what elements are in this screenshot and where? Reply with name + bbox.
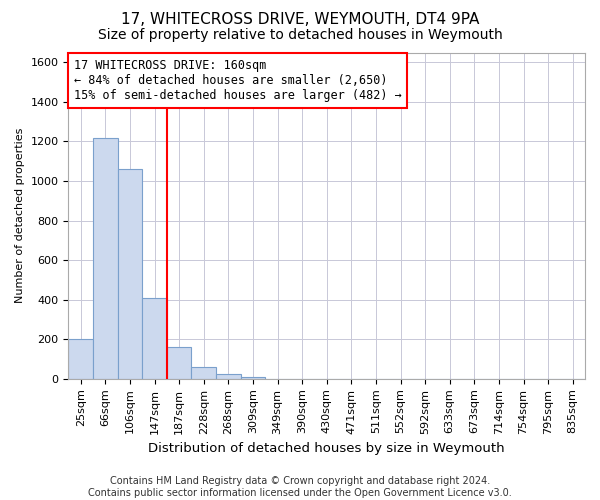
Bar [142,298,167,379]
Bar [118,169,142,379]
Text: Contains HM Land Registry data © Crown copyright and database right 2024.
Contai: Contains HM Land Registry data © Crown c… [88,476,512,498]
Bar [216,374,241,379]
Text: Size of property relative to detached houses in Weymouth: Size of property relative to detached ho… [98,28,502,42]
Bar [241,377,265,379]
Y-axis label: Number of detached properties: Number of detached properties [15,128,25,304]
Bar [93,138,118,379]
Text: 17 WHITECROSS DRIVE: 160sqm
← 84% of detached houses are smaller (2,650)
15% of : 17 WHITECROSS DRIVE: 160sqm ← 84% of det… [74,59,401,102]
Text: 17, WHITECROSS DRIVE, WEYMOUTH, DT4 9PA: 17, WHITECROSS DRIVE, WEYMOUTH, DT4 9PA [121,12,479,28]
X-axis label: Distribution of detached houses by size in Weymouth: Distribution of detached houses by size … [148,442,505,455]
Bar [68,340,93,379]
Bar [191,367,216,379]
Bar [167,347,191,379]
